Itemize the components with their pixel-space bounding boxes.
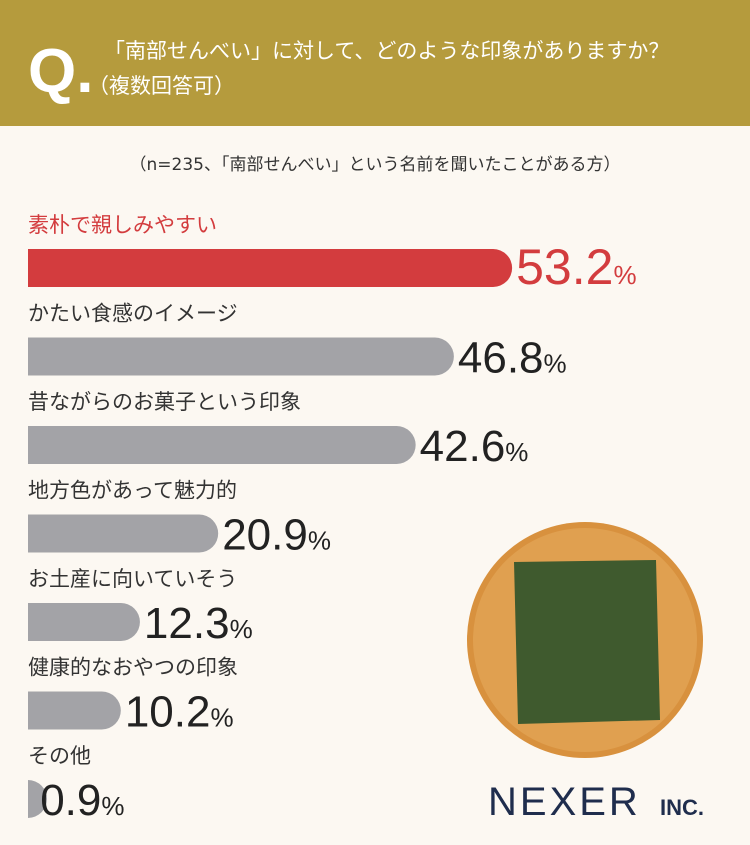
question-note: （複数回答可）	[88, 74, 235, 98]
value-label: 20.9%	[222, 511, 331, 560]
header-band	[0, 0, 750, 126]
nori	[514, 560, 660, 724]
value-label: 46.8%	[458, 334, 567, 383]
bar	[28, 514, 219, 553]
category-label: 健康的なおやつの印象	[28, 656, 238, 680]
category-label: お土産に向いていそう	[28, 567, 237, 591]
logo-suffix: INC.	[660, 795, 704, 820]
bar	[28, 691, 121, 730]
value-label: 0.9%	[40, 776, 124, 825]
category-label: その他	[28, 744, 91, 768]
question: 「南部せんべい」に対して、どのような印象がありますか？	[104, 39, 669, 63]
q-mark: Q.	[28, 37, 93, 106]
bar	[28, 337, 454, 376]
category-label: 地方色があって魅力的	[28, 479, 237, 503]
logo: NEXER	[488, 780, 641, 824]
bar	[28, 603, 140, 641]
category-label: 素朴で親しみやすい	[28, 213, 217, 237]
value-label: 12.3%	[144, 599, 253, 648]
value-label: 42.6%	[420, 422, 529, 471]
senbei-illustration	[467, 522, 703, 758]
subtitle: （n=235、「南部せんべい」という名前を聞いたことがある方）	[130, 155, 621, 175]
value-label: 10.2%	[125, 688, 234, 737]
bar	[28, 249, 513, 287]
value-label: 53.2%	[516, 239, 636, 295]
bar	[28, 426, 416, 464]
category-label: かたい食感のイメージ	[28, 302, 238, 326]
category-label: 昔ながらのお菓子という印象	[28, 390, 301, 414]
bar	[28, 780, 47, 818]
